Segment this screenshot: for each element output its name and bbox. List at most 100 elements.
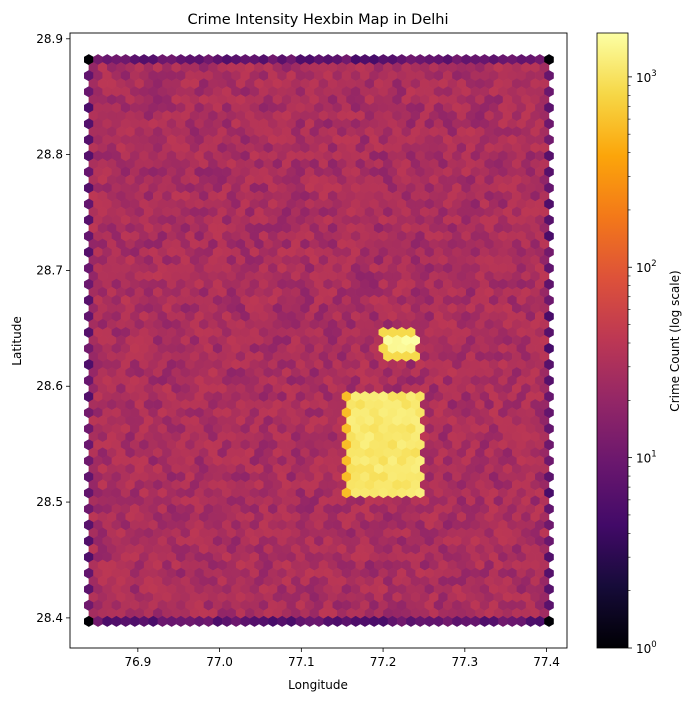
hexbin-cell: [493, 174, 504, 186]
hexbin-cell: [484, 190, 494, 202]
hexbin-cell: [240, 391, 251, 403]
hexbin-cell: [208, 270, 218, 282]
hexbin-cell: [93, 471, 103, 483]
hexbin-cell: [143, 190, 154, 202]
hexbin-cell: [383, 495, 393, 507]
hexbin-cell: [378, 583, 389, 595]
hexbin-cell: [387, 471, 398, 483]
hexbin-cell: [286, 407, 297, 419]
hexbin-cell: [272, 479, 283, 491]
hexbin-cell: [544, 471, 554, 483]
hexbin-cell: [203, 118, 214, 130]
hexbin-cell: [360, 343, 370, 355]
hexbin-cell: [226, 110, 237, 122]
hexbin-cell: [327, 415, 338, 427]
hexbin-cell: [254, 447, 264, 459]
hexbin-cell: [217, 383, 228, 395]
hexbin-cell: [217, 334, 228, 347]
hexbin-cell: [277, 583, 287, 595]
hexbin-cell: [465, 591, 476, 603]
hexbin-cell: [493, 367, 504, 379]
hexbin-cell: [249, 198, 260, 210]
hexbin-cell: [171, 367, 182, 379]
hexbin-cell: [341, 262, 352, 274]
hexbin-cell: [208, 126, 218, 138]
hexbin-cell: [148, 278, 159, 290]
hexbin-cell: [226, 511, 237, 523]
hexbin-cell: [226, 78, 237, 90]
hexbin-cell: [148, 487, 159, 499]
hexbin-cell: [461, 214, 471, 226]
hexbin-cell: [360, 615, 370, 627]
hexbin-cell: [314, 102, 324, 114]
hexbin-cell: [475, 206, 485, 218]
hexbin-cell: [97, 190, 108, 202]
hexbin-cell: [157, 551, 168, 563]
hexbin-cell: [208, 383, 218, 395]
hexbin-cell: [521, 238, 531, 250]
hexbin-cell: [392, 351, 402, 363]
hexbin-cell: [484, 367, 494, 379]
hexbin-cell: [295, 439, 306, 451]
hexbin-cell: [254, 591, 264, 603]
hexbin-cell: [84, 567, 94, 579]
hexbin-cell: [130, 230, 140, 242]
hexbin-cell: [157, 439, 168, 451]
hexbin-cell: [185, 423, 195, 435]
hexbin-cell: [433, 599, 444, 611]
hexbin-cell: [323, 246, 333, 258]
hexbin-cell: [539, 94, 550, 106]
hexbin-cell: [162, 495, 172, 507]
hexbin-cell: [120, 407, 131, 419]
hexbin-cell: [93, 166, 103, 178]
hexbin-cell: [512, 110, 522, 122]
hexbin-cell: [304, 326, 315, 338]
hexbin-cell: [364, 110, 375, 122]
hexbin-cell: [396, 455, 407, 467]
hexbin-cell: [525, 423, 536, 435]
hexbin-cell: [304, 359, 315, 371]
hexbin-cell: [512, 415, 522, 427]
hexbin-cell: [516, 583, 527, 595]
hexbin-cell: [516, 214, 527, 226]
hexbin-cell: [107, 62, 117, 74]
hexbin-cell: [314, 439, 324, 451]
hexbin-cell: [93, 439, 103, 451]
hexbin-cell: [268, 118, 278, 130]
hexbin-cell: [378, 294, 389, 306]
hexbin-cell: [415, 503, 425, 515]
hexbin-cell: [419, 318, 430, 330]
hexbin-cell: [88, 206, 99, 218]
hexbin-cell: [516, 391, 527, 403]
hexbin-cell: [143, 174, 154, 186]
hexbin-cell: [332, 583, 343, 595]
hexbin-cell: [429, 158, 439, 170]
hexbin-cell: [97, 591, 108, 603]
hexbin-cell: [360, 294, 370, 306]
hexbin-cell: [355, 351, 366, 363]
hexbin-cell: [235, 78, 246, 90]
hexbin-cell: [498, 599, 508, 611]
hexbin-cell: [199, 206, 209, 218]
hexbin-cell: [535, 118, 545, 130]
hexbin-cell: [226, 415, 237, 427]
hexbin-cell: [304, 519, 315, 531]
hexbin-cell: [327, 254, 338, 266]
hexbin-cell: [530, 174, 540, 186]
hexbin-cell: [102, 198, 112, 210]
hexbin-cell: [433, 423, 444, 435]
hexbin-cell: [231, 407, 241, 419]
hexbin-cell: [383, 431, 393, 443]
hexbin-cell: [475, 591, 485, 603]
hexbin-cell: [222, 423, 232, 435]
hexbin-cell: [235, 174, 246, 186]
hexbin-cell: [162, 527, 172, 539]
hexbin-cell: [143, 351, 154, 363]
hexbin-cell: [507, 615, 517, 627]
hexbin-cell: [406, 310, 416, 322]
hexbin-cell: [525, 535, 536, 547]
hexbin-cell: [125, 254, 136, 266]
hexbin-cell: [157, 326, 168, 338]
hexbin-cell: [111, 278, 122, 290]
hexbin-cell: [208, 527, 218, 539]
